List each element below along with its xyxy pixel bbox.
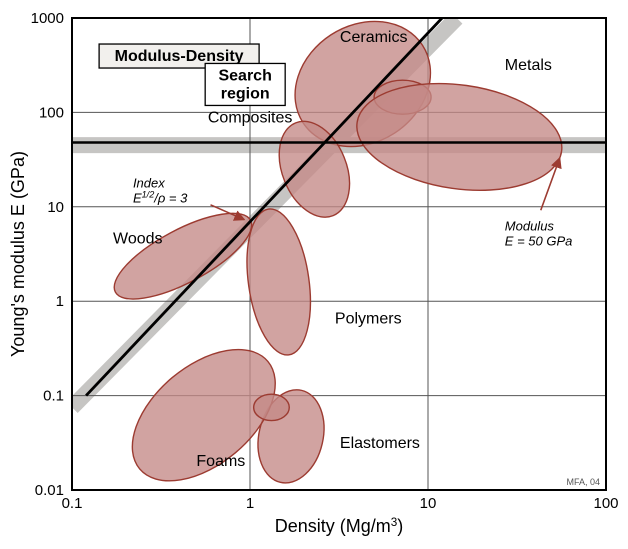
- annotation-modulus-1: Modulus: [505, 219, 555, 234]
- label-foams: Foams: [196, 453, 245, 470]
- annotation-index-2: E1/2/ρ = 3: [133, 190, 188, 206]
- title-text: Modulus-Density: [115, 48, 244, 65]
- y-tick-label: 10: [47, 199, 64, 216]
- y-tick-label: 0.1: [43, 388, 64, 405]
- label-metals: Metals: [505, 57, 552, 74]
- label-woods: Woods: [113, 230, 163, 247]
- y-tick-label: 1: [56, 293, 64, 310]
- x-tick-label: 10: [420, 495, 437, 512]
- label-elastomers: Elastomers: [340, 435, 420, 452]
- y-axis-label: Young's modulus E (GPa): [8, 151, 28, 357]
- x-tick-label: 100: [593, 495, 618, 512]
- label-ceramics: Ceramics: [340, 29, 408, 46]
- annotation-index-1: Index: [133, 176, 165, 191]
- x-tick-label: 1: [246, 495, 254, 512]
- credit-text: MFA, 04: [566, 477, 600, 487]
- y-tick-label: 0.01: [35, 482, 64, 499]
- label-polymers: Polymers: [335, 311, 402, 328]
- search-text-1: Search: [218, 67, 271, 84]
- annotation-modulus-2: E = 50 GPa: [505, 234, 573, 249]
- label-composites: Composites: [208, 110, 292, 127]
- x-tick-label: 0.1: [62, 495, 83, 512]
- x-axis-label: Density (Mg/m3): [275, 516, 404, 537]
- region-foams2: [254, 394, 290, 420]
- search-text-2: region: [221, 85, 270, 102]
- y-tick-label: 1000: [31, 10, 64, 27]
- modulus-density-chart: 0.11101000.010.11101001000Density (Mg/m3…: [0, 0, 628, 549]
- y-tick-label: 100: [39, 104, 64, 121]
